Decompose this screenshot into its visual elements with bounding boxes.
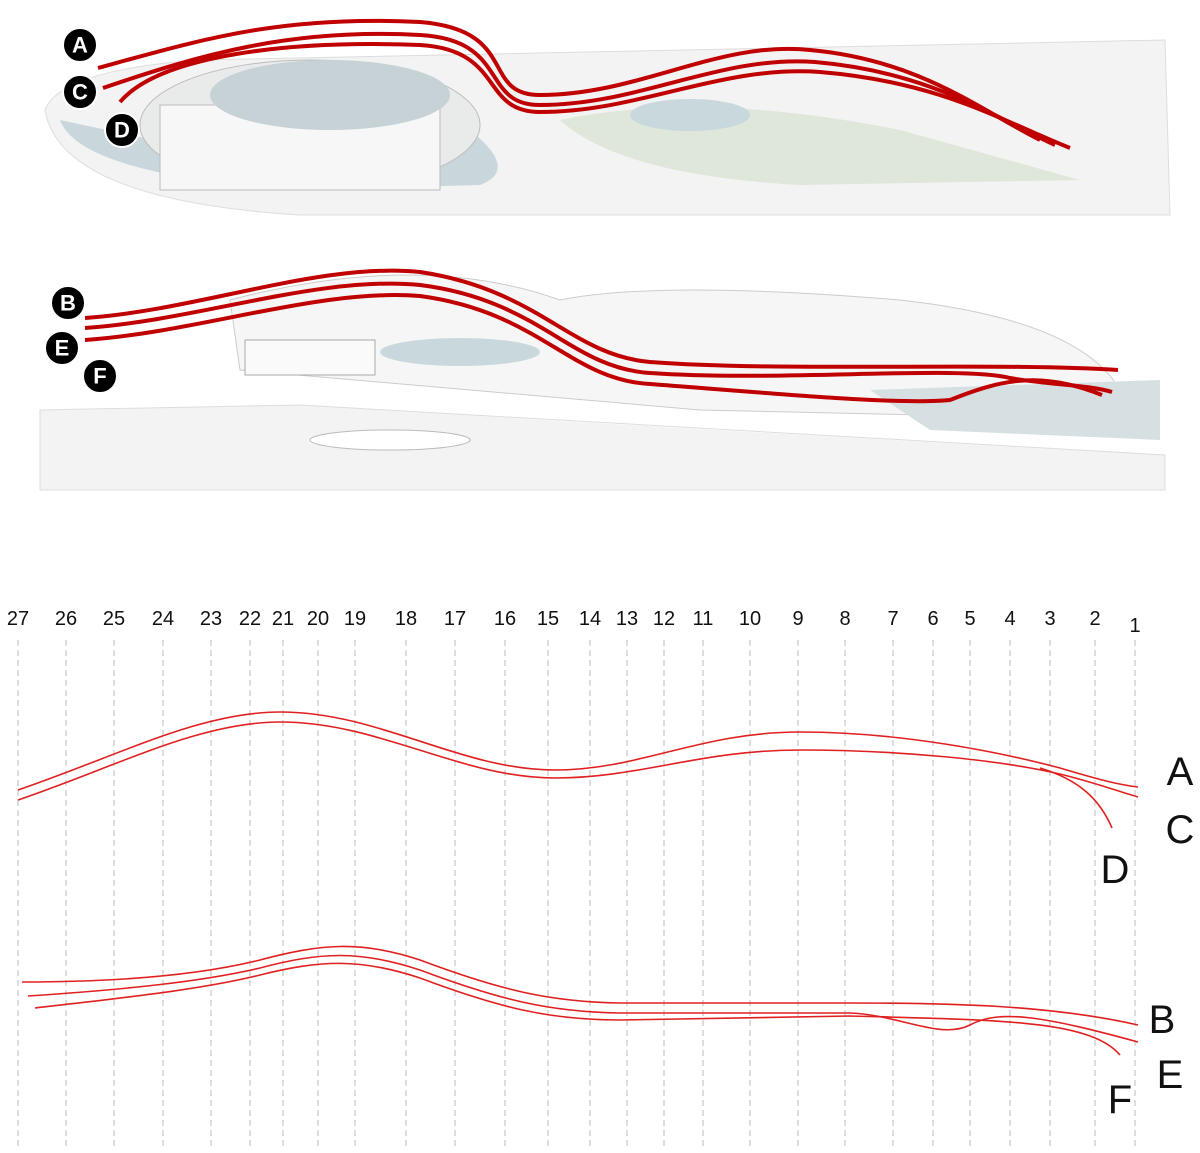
section-number: 25 [103,608,125,630]
marker: D [104,112,140,148]
profile-upper [17,711,1139,829]
section-number: 3 [1044,608,1055,630]
section-number: 11 [693,608,714,630]
profile-label: A [1167,750,1194,794]
section-number: 13 [616,608,638,630]
section-number: 10 [739,608,761,630]
profile-label: D [1101,848,1130,892]
section-number: 23 [200,608,222,630]
section-number: 27 [7,608,29,630]
section-number: 16 [494,608,516,630]
section-number: 4 [1004,608,1015,630]
profile-label: C [1166,808,1195,852]
marker-label: D [114,118,130,143]
section-number: 1 [1129,615,1140,637]
section-number: 21 [272,608,294,630]
marker-label: E [55,336,70,361]
section-number: 19 [344,608,366,630]
section-number: 18 [395,608,417,630]
profile-lower [21,945,1139,1056]
marker-label: F [93,364,106,389]
section-number: 9 [792,608,803,630]
profile-label: B [1149,998,1176,1042]
section-number: 17 [444,608,466,630]
profile-label: F [1108,1078,1132,1122]
marker-label: A [72,33,88,58]
section-number: 7 [887,608,898,630]
section-number: 6 [927,608,938,630]
section-number: 14 [579,608,601,630]
marker: A [62,27,98,63]
section-number: 8 [839,608,850,630]
section-number: 15 [537,608,559,630]
section-number: 20 [307,608,329,630]
section-grid: 27 26 25 24 23 22 21 20 19 18 17 16 15 14 13 12 11 10 9 8 7 6… [7,608,1141,1150]
section-number: 5 [964,608,975,630]
profile-label: E [1157,1053,1184,1097]
marker-label: C [72,80,88,105]
marker: B [50,285,86,321]
section-number: 12 [653,608,675,630]
section-number: 24 [152,608,174,630]
marker-label: B [60,291,76,316]
marker: F [82,358,118,394]
section-number: 2 [1089,608,1100,630]
render-middle [39,268,1166,491]
section-number: 26 [55,608,77,630]
marker: C [62,74,98,110]
marker: E [44,330,80,366]
render-top [44,18,1171,216]
section-number: 22 [239,608,261,630]
